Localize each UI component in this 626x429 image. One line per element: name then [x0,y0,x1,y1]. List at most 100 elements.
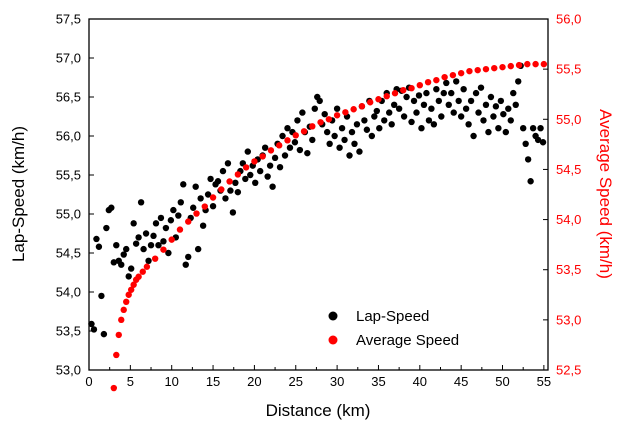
lap-speed-point [341,136,348,144]
average-speed-point [118,316,125,324]
lap-speed-point [185,253,192,261]
average-speed-point [139,268,146,275]
data-points [88,60,548,392]
x-tick-label: 0 [85,374,92,389]
lap-speed-point [135,234,142,241]
lap-speed-point [529,125,537,132]
lap-speed-point [152,220,160,227]
average-speed-point [499,63,506,71]
lap-speed-point [304,149,311,157]
lap-speed-point [475,109,482,116]
average-speed-point [300,128,308,135]
lap-speed-point [485,128,492,136]
lap-speed-point [147,242,155,249]
average-speed-point [474,66,481,74]
lap-speed-point [443,79,450,87]
lap-speed-point [462,105,470,112]
lap-speed-point [477,84,485,91]
lap-speed-point [123,245,130,253]
average-speed-point [135,273,142,280]
average-speed-point [130,281,137,288]
lap-speed-point [227,187,234,194]
lap-speed-point [537,125,544,132]
average-speed-point [234,171,242,178]
lap-speed-point [155,242,162,249]
lap-speed-point [113,242,120,249]
lap-speed-point [472,89,480,97]
lap-speed-point [93,235,100,243]
lap-speed-point [100,330,108,338]
average-speed-point [449,71,457,79]
lap-speed-point [497,97,505,105]
lap-speed-point [453,78,460,85]
lap-speed-point [266,162,274,169]
lap-speed-point [440,89,447,97]
lap-speed-point [519,125,527,132]
average-speed-point [276,142,283,149]
x-tick-label: 20 [247,374,261,389]
lap-speed-point [455,97,462,105]
lap-speed-point [294,117,301,124]
lap-speed-point [323,128,331,136]
lap-speed-point [534,136,542,144]
average-speed-point [433,76,440,84]
x-tick-label: 5 [127,374,134,389]
lap-speed-point [98,292,105,300]
lap-speed-point [279,132,286,140]
lap-speed-point [137,199,145,206]
lap-speed-point [333,105,341,112]
lap-speed-point [232,179,239,186]
lap-speed-point [418,125,425,132]
x-tick-label: 30 [330,374,344,389]
lap-speed-point [457,113,465,120]
lap-speed-point [197,195,204,202]
average-speed-point [127,286,135,293]
average-speed-point [457,69,465,77]
lap-speed-point [88,320,95,328]
lap-speed-point [376,125,383,132]
average-speed-point [168,236,175,243]
lap-speed-point [450,109,457,116]
average-speed-point [267,147,275,154]
lap-speed-point [425,117,433,124]
lap-speed-point [167,217,175,224]
lap-speed-point [428,105,435,112]
lap-speed-point [296,146,304,154]
y-tick-label: 57,0 [56,51,81,66]
lap-speed-point [435,97,443,105]
average-speed-point [218,186,225,193]
lap-speed-point [261,144,269,151]
y-tick-label: 56,5 [56,90,81,105]
lap-speed-point [132,240,140,247]
lap-speed-point [192,183,199,190]
plot-frame [88,18,549,371]
lap-speed-point [118,261,125,268]
y-tick-label: 55,5 [56,168,81,183]
lap-speed-point [388,121,395,128]
average-speed-point [123,298,130,306]
y-axis-label: Lap-Speed (km/h) [9,126,28,262]
y2-axis-label: Average Speed (km/h) [596,109,615,279]
average-speed-point [113,351,120,359]
lap-speed-point [356,148,363,155]
lap-speed-point [90,326,98,333]
lap-speed-point [165,249,172,257]
average-speed-point [292,132,299,139]
average-speed-point [540,60,548,68]
lap-speed-point [247,171,254,179]
y2-tick-label: 55,0 [556,112,581,127]
average-speed-point [110,384,118,392]
average-speed-point [284,137,291,144]
lap-speed-point [234,188,242,196]
lap-speed-point [162,224,170,232]
lap-speed-point [415,92,423,99]
y2-tick-label: 52,5 [556,363,581,378]
lap-speed-point [95,243,103,250]
lap-speed-point [346,152,353,159]
lap-speed-point [368,132,376,140]
average-speed-point [143,263,151,270]
lap-speed-point [160,238,167,245]
x-tick-label: 50 [495,374,509,389]
lap-speed-point [495,125,502,132]
average-speed-point [242,164,250,171]
